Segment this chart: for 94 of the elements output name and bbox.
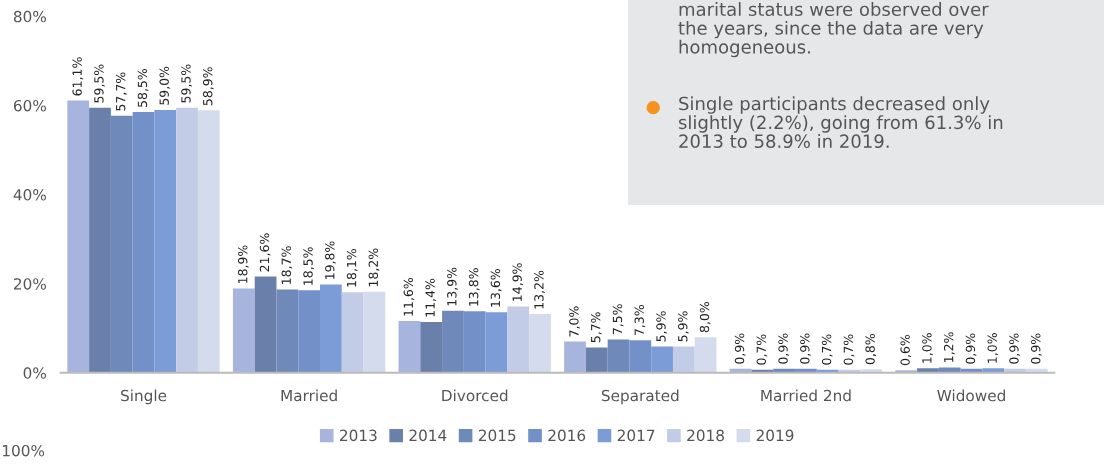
bar (398, 321, 421, 373)
data-label: 7,3% (634, 305, 646, 336)
bar (672, 346, 695, 373)
bar (917, 368, 939, 373)
legend-label: 2015 (478, 429, 516, 442)
bar (154, 109, 177, 373)
bar (254, 276, 277, 373)
bar (507, 306, 530, 373)
bar (320, 284, 342, 373)
bar (585, 347, 608, 373)
y-tick-label: 40% (13, 189, 46, 201)
data-label: 5,9% (656, 311, 667, 342)
y-tick-label: 60% (13, 99, 46, 112)
bar (420, 322, 443, 373)
x-tick-label: Divorced (442, 389, 508, 402)
data-label: 18,2% (368, 248, 380, 287)
bar (694, 337, 717, 373)
bar (197, 110, 220, 373)
data-label: 0,8% (865, 334, 877, 365)
x-tick-label: Separated (601, 389, 679, 405)
data-label: 19,8% (325, 241, 336, 280)
data-label: 13,2% (534, 270, 545, 309)
legend-label: 2016 (548, 429, 586, 442)
data-label: 18,1% (346, 248, 358, 287)
data-label: 57,7% (115, 72, 127, 111)
x-tick-label: Married (281, 389, 337, 402)
data-label: 18,5% (303, 247, 315, 285)
bar (485, 312, 508, 373)
data-label: 14,9% (512, 263, 524, 301)
legend-label: 2017 (617, 429, 655, 442)
bar (110, 115, 133, 373)
annotation: Single participants decreased only slightly (2.2%), going from 61.3% in 2013 to 58.9% in 2019. (678, 96, 1003, 149)
bar (529, 313, 551, 373)
bar (463, 311, 486, 373)
data-label: 0,7% (756, 334, 768, 365)
data-label: 18,7% (281, 246, 293, 284)
data-label: 58,9% (202, 67, 214, 106)
data-label: 59,5% (94, 64, 105, 103)
data-label: 0,7% (843, 334, 855, 365)
y-tick-label: 80% (13, 10, 46, 23)
data-label: 0,9% (1009, 333, 1020, 364)
x-tick-label: Widowed (937, 389, 1005, 402)
bar (232, 288, 255, 373)
data-label: 5,7% (590, 312, 602, 343)
data-label: 61,1% (72, 57, 84, 96)
bar (363, 291, 386, 373)
data-label: 21,6% (259, 233, 271, 272)
bar (67, 100, 90, 373)
legend-label: 2014 (409, 429, 447, 442)
bar (982, 368, 1005, 373)
data-label: 0,9% (800, 333, 811, 364)
bar (341, 292, 364, 373)
data-label: 0,7% (821, 334, 833, 365)
bar (442, 310, 464, 373)
bar (89, 107, 111, 373)
bar (298, 290, 320, 373)
data-label: 8,0% (699, 301, 711, 333)
x-tick-label: Single (121, 389, 167, 405)
data-label: 0,9% (778, 333, 790, 364)
data-label: 1,0% (987, 333, 999, 363)
bar (607, 339, 630, 373)
data-label: 11,4% (425, 278, 437, 317)
data-label: 13,8% (468, 268, 480, 306)
data-label: 7,0% (569, 306, 580, 337)
annotation: marital status were observed over the years, since the data are very homogeneous. (678, 2, 989, 58)
bar (564, 341, 586, 373)
data-label: 0,9% (965, 333, 977, 364)
text: 100% (3, 444, 45, 457)
data-label: 13,6% (490, 269, 502, 307)
bar (629, 340, 652, 373)
data-label: 59,5% (181, 64, 192, 103)
data-label: 11,6% (403, 277, 415, 316)
bar (938, 367, 961, 373)
y-tick-label: 20% (13, 278, 46, 290)
bar (651, 346, 673, 373)
bar (276, 289, 299, 373)
legend-label: 2013 (340, 429, 377, 442)
bar (132, 112, 155, 373)
data-label: 5,9% (678, 311, 689, 342)
data-label: 18,9% (238, 245, 249, 284)
bar (176, 107, 198, 373)
legend-label: 2019 (756, 429, 794, 442)
legend-label: 2018 (687, 429, 724, 442)
data-label: 7,5% (612, 304, 624, 335)
data-label: 1,2% (943, 332, 955, 362)
data-label: 13,9% (447, 267, 458, 306)
y-tick-label: 0% (23, 367, 46, 379)
data-label: 0,9% (1030, 333, 1042, 364)
data-label: 0,9% (734, 333, 746, 364)
data-label: 58,5% (137, 68, 149, 107)
x-tick-label: Married 2nd (761, 389, 851, 402)
data-label: 1,0% (922, 333, 933, 363)
data-label: 0,6% (900, 334, 912, 366)
data-label: 59,0% (159, 66, 171, 105)
